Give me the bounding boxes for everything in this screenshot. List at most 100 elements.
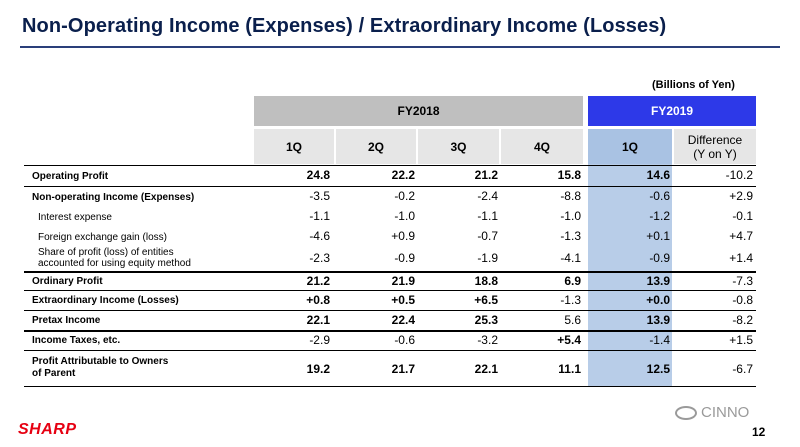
diff-header-line2: (Y on Y) (693, 146, 737, 161)
row-label: Pretax Income (32, 315, 101, 326)
cell-value: +4.7 (729, 229, 753, 243)
cell-value: -2.4 (477, 189, 498, 203)
cell-value: -1.0 (560, 209, 581, 223)
cell-value: 25.3 (474, 313, 498, 327)
page-title: Non-Operating Income (Expenses) / Extrao… (22, 15, 667, 37)
cell-value: 22.2 (391, 168, 415, 182)
title-divider (20, 46, 780, 48)
cell-value: -4.1 (560, 251, 581, 265)
watermark-text: CINNO (701, 404, 750, 421)
cell-value: -0.7 (477, 229, 498, 243)
cell-value: 21.9 (391, 274, 415, 288)
fy2019-column-highlight (588, 164, 672, 387)
cell-value: 22.4 (391, 313, 415, 327)
row-label: Interest expense (38, 212, 112, 223)
cell-value: 21.2 (474, 168, 498, 182)
col-header-fy2019-q1: 1Q (588, 129, 672, 164)
row-label-line1: Profit Attributable to Owners (32, 356, 169, 367)
table-row: Income Taxes, etc. -2.9 -0.6 -3.2 +5.4 -… (24, 333, 756, 349)
row-label-line1: Share of profit (loss) of entities (38, 247, 174, 258)
units-label: (Billions of Yen) (652, 79, 735, 91)
cell-value: -6.7 (732, 362, 753, 376)
row-label: Income Taxes, etc. (32, 335, 121, 346)
cell-value: 21.7 (391, 362, 415, 376)
table-row: Foreign exchange gain (loss) -4.6 +0.9 -… (24, 229, 756, 246)
cell-value: -1.3 (560, 229, 581, 243)
cell-value: -7.3 (732, 274, 753, 288)
table-row: Ordinary Profit 21.2 21.9 18.8 6.9 13.9 … (24, 274, 756, 290)
cell-value: +0.8 (306, 293, 330, 307)
group-header-fy2018: FY2018 (254, 96, 583, 126)
watermark: CINNO (675, 404, 749, 421)
cell-value: +0.1 (646, 229, 670, 243)
cell-value: 13.9 (646, 313, 670, 327)
cell-value: 19.2 (306, 362, 330, 376)
cell-value: -1.1 (477, 209, 498, 223)
table-row: Profit Attributable to Owners of Parent … (24, 355, 756, 383)
table-rule (24, 290, 756, 291)
cell-value: 6.9 (564, 274, 581, 288)
page-number: 12 (752, 425, 766, 439)
cell-value: -0.9 (649, 251, 670, 265)
cell-value: -0.6 (649, 189, 670, 203)
table-rule-thick (24, 271, 756, 273)
row-label: Ordinary Profit (32, 276, 103, 287)
cell-value: -1.4 (649, 333, 670, 347)
cell-value: 22.1 (474, 362, 498, 376)
cell-value: 22.1 (306, 313, 330, 327)
table-rule (24, 350, 756, 351)
cell-value: 5.6 (564, 313, 581, 327)
cell-value: +1.5 (729, 333, 753, 347)
cell-value: +1.4 (729, 251, 753, 265)
cell-value: -8.2 (732, 313, 753, 327)
cell-value: -4.6 (309, 229, 330, 243)
cell-value: -0.8 (732, 293, 753, 307)
diff-header-line1: Difference (687, 132, 743, 147)
cell-value: +0.9 (391, 229, 415, 243)
cell-value: -0.1 (732, 209, 753, 223)
col-header-q1: 1Q (254, 129, 334, 164)
row-label: Foreign exchange gain (loss) (38, 232, 167, 243)
table-rule-top (24, 165, 756, 166)
cell-value: -3.5 (309, 189, 330, 203)
cell-value: 11.1 (558, 362, 581, 376)
cell-value: 21.2 (306, 274, 330, 288)
table-row: Operating Profit 24.8 22.2 21.2 15.8 14.… (24, 168, 756, 185)
cell-value: +0.5 (391, 293, 415, 307)
row-label: Extraordinary Income (Losses) (32, 295, 179, 306)
table-rule-thick (24, 330, 756, 332)
cell-value: 13.9 (646, 274, 670, 288)
col-header-q2: 2Q (336, 129, 416, 164)
cell-value: 18.8 (474, 274, 498, 288)
cell-value: -0.6 (394, 333, 415, 347)
table-rule-bottom (24, 386, 756, 387)
cell-value: +5.4 (557, 333, 581, 347)
col-header-q3: 3Q (418, 129, 499, 164)
cell-value: -2.3 (309, 251, 330, 265)
sharp-logo: SHARP (18, 421, 77, 438)
col-header-difference: Difference (Y on Y) (674, 129, 756, 164)
cell-value: -0.9 (394, 251, 415, 265)
cell-value: -1.3 (560, 293, 581, 307)
cell-value: -10.2 (725, 168, 753, 182)
table-row: Non-operating Income (Expenses) -3.5 -0.… (24, 189, 756, 206)
cell-value: +2.9 (729, 189, 753, 203)
row-label-line2: accounted for using equity method (38, 258, 191, 269)
cell-value: 24.8 (306, 168, 330, 182)
row-label-line2: of Parent (32, 368, 76, 379)
row-label: Operating Profit (32, 171, 109, 182)
chat-bubble-icon (675, 405, 697, 420)
cell-value: -3.2 (477, 333, 498, 347)
cell-value: 12.5 (646, 362, 670, 376)
table-row: Share of profit (loss) of entities accou… (24, 246, 756, 270)
col-header-q4: 4Q (501, 129, 583, 164)
group-header-fy2019: FY2019 (588, 96, 756, 126)
cell-value: -1.1 (309, 209, 330, 223)
cell-value: -1.2 (649, 209, 670, 223)
cell-value: -0.2 (394, 189, 415, 203)
table-row: Interest expense -1.1 -1.0 -1.1 -1.0 -1.… (24, 209, 756, 226)
cell-value: -2.9 (309, 333, 330, 347)
table-rule (24, 310, 756, 311)
table-row: Pretax Income 22.1 22.4 25.3 5.6 13.9 -8… (24, 313, 756, 329)
cell-value: 15.8 (557, 168, 581, 182)
